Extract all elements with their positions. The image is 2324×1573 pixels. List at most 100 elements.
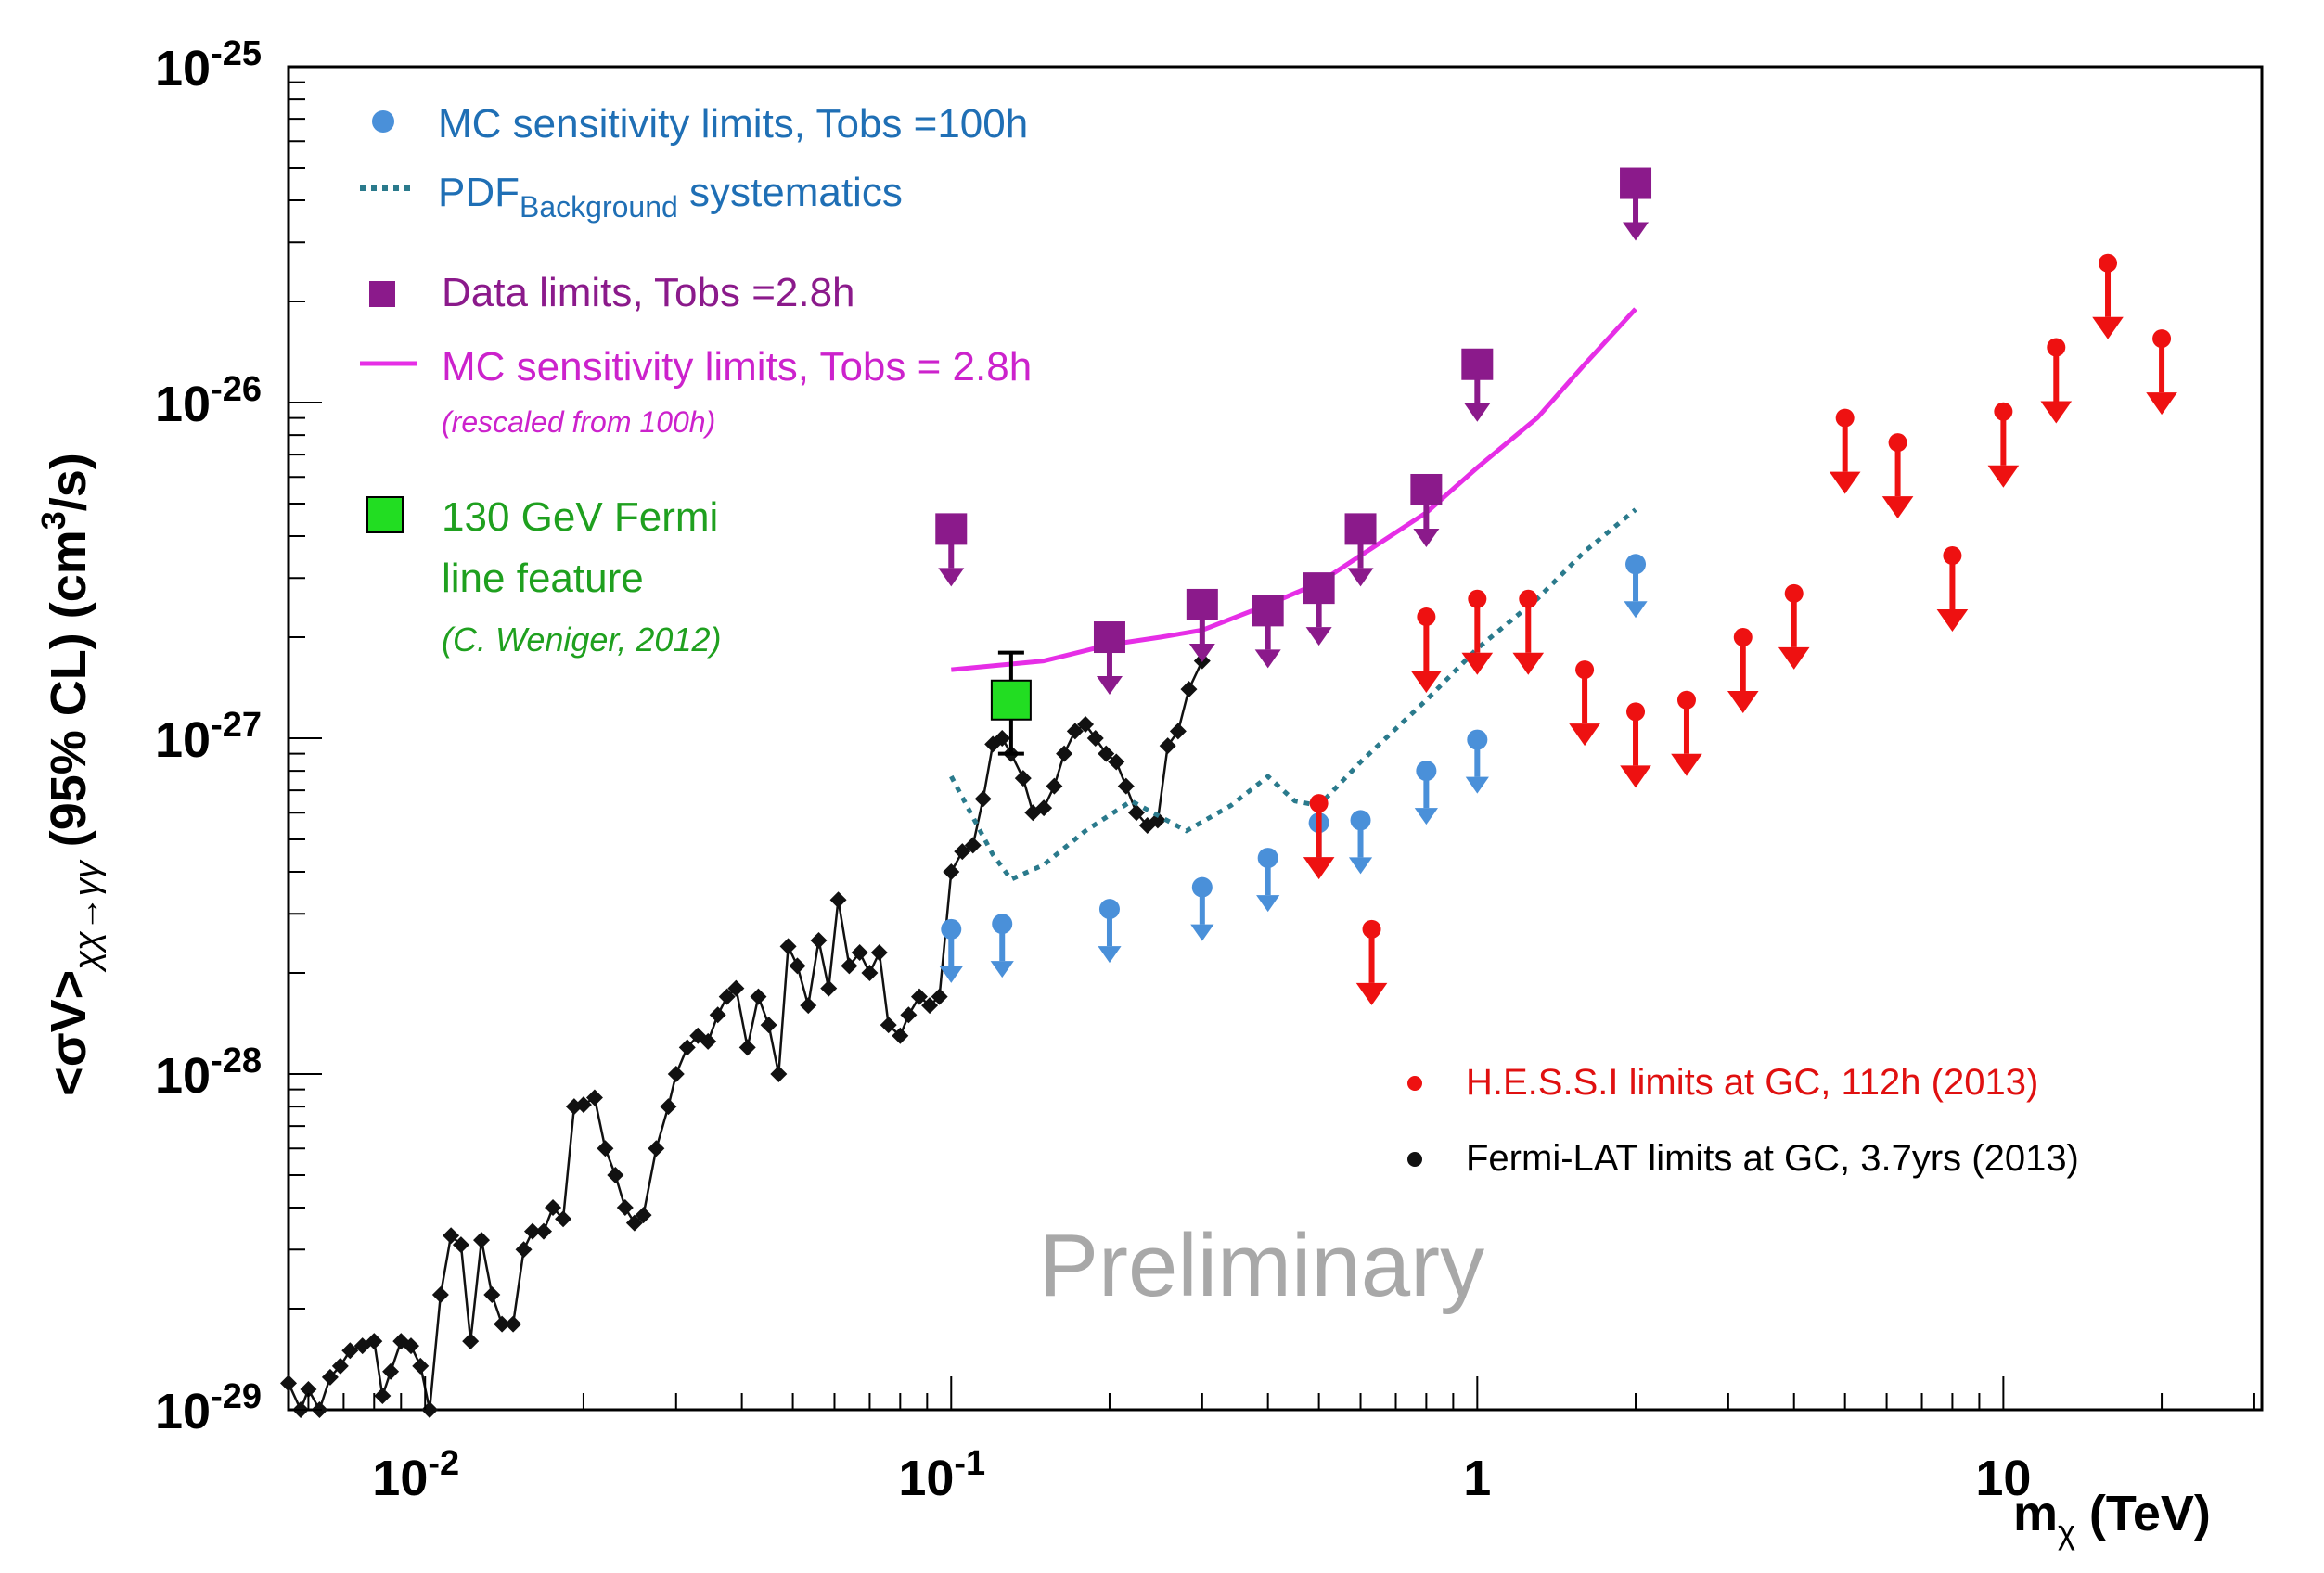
hess-point [1733,628,1753,647]
data-limit-arrow-head [1096,676,1123,696]
hess-arrow-head [1512,652,1545,675]
data-limit-arrow-head [1305,627,1332,646]
hess-arrow-head [1829,471,1861,494]
series-fermi-line-feature [990,650,1032,756]
y-tick-label-mantissa: 10 [155,1384,211,1439]
hess-arrow-head [1355,982,1388,1005]
data-limit-arrow-head [1254,649,1281,669]
hess-arrow-head [1410,671,1443,694]
fermi-lat-point [452,1236,469,1254]
plot-border [287,65,2264,1412]
hess-arrow-head [2092,316,2124,339]
hess-point [1943,546,1962,566]
mc-100h-arrow-head [1624,601,1648,619]
legend-note-mc28: (rescaled from 100h) [442,405,715,439]
data-limit-arrow-head [1623,222,1650,241]
fermi-lat-point [700,1032,717,1050]
fermi-lat-point [1086,730,1104,747]
fermi-lat-point [483,1286,501,1304]
hess-point [1626,702,1646,722]
y-axis-label-main: <σV> [41,970,96,1096]
fermi-lat-point [574,1096,592,1114]
fermi-lat-point [515,1241,533,1259]
legend-marker-mc100 [372,110,394,133]
hess-arrow-head [1778,646,1810,670]
data-limit-arrow-head [1188,643,1215,662]
fermi-lat-point [943,863,960,881]
y-tick-label: 10-27 [155,706,262,768]
fermi-lat-point [431,1286,449,1304]
x-axis-label: mχ (TeV) [2013,1486,2211,1551]
y-tick-label: 10-28 [155,1042,262,1104]
hess-point [1519,589,1538,608]
y-tick-label-mantissa: 10 [155,1048,211,1104]
fermi-lat-point [1149,812,1166,829]
hess-arrow-head [1936,609,1969,633]
hess-arrow-head [2146,392,2177,416]
hess-point [2047,338,2066,357]
y-tick-label-mantissa: 10 [155,712,211,768]
legend-label-mc28: MC sensitivity limits, Tobs = 2.8h [442,344,1032,390]
y-tick-label-mantissa: 10 [155,377,211,432]
fermi-lat-point [810,931,828,949]
hess-arrow-head [1569,723,1600,747]
fermi-lat-point [280,1375,297,1392]
data-limit-arrow-head [938,568,965,587]
y-tick-label-exp: -27 [211,706,262,745]
fermi-lat-point [523,1222,541,1240]
fermi-lat-point [1056,745,1073,762]
data-limit-point [1093,621,1125,654]
x-tick-label: 10-2 [372,1444,459,1506]
fermi-lat-point [800,997,817,1015]
x-tick-label-mantissa: 10 [1975,1451,2031,1506]
fermi-lat-point [534,1222,552,1240]
mc-100h-point [1467,729,1488,750]
mc-28h-line [951,307,1637,672]
mc-100h-point [1350,810,1371,831]
x-axis-label-sub: χ [2058,1513,2075,1551]
legend-item-pdf: PDFBackground systematics [360,170,903,224]
fermi-lat-point [331,1357,349,1375]
hess-point [2099,253,2118,273]
fermi-lat-point [402,1337,419,1355]
fermi-lat-point [1046,777,1063,795]
hess-arrow-head [1881,496,1914,519]
fermi-lat-point [1180,681,1198,698]
fermi-lat-point [750,988,767,1005]
fermi-lat-point [585,1089,603,1106]
hess-point [1362,919,1381,939]
mc-100h-arrow-head [1256,895,1280,913]
y-tick-label-exp: -29 [211,1377,262,1416]
legend-item-data: Data limits, Tobs =2.8h [369,270,855,315]
fermi-lat-point [861,965,879,982]
x-tick-label-mantissa: 10 [372,1451,428,1506]
hess-point [1309,794,1329,813]
fermi-lat-point [760,1017,777,1034]
legend-label-hess: H.E.S.S.I limits at GC, 112h (2013) [1466,1062,2038,1103]
mc-100h-point [941,918,962,940]
series-data-limits [935,167,1652,696]
fermi-lat-point [718,988,736,1005]
fermi-lat-point [738,1039,756,1056]
fermi-lat-point [892,1027,909,1044]
mc-100h-point [1257,848,1278,869]
fermi-lat-point [597,1140,614,1157]
data-limit-point [1461,348,1494,380]
hess-point [1468,589,1487,608]
x-axis-label-unit: (TeV) [2075,1486,2211,1541]
fermi-lat-point [462,1333,480,1350]
legend-bottom: H.E.S.S.I limits at GC, 112h (2013) Ferm… [1407,1062,2079,1179]
legend-item-mc100: MC sensitivity limits, Tobs =100h [372,101,1028,147]
fermi-lat-point [1098,745,1115,762]
fermi-lat-point [473,1232,491,1249]
fermi-lat-point [321,1368,339,1386]
legend-item-hess: H.E.S.S.I limits at GC, 112h (2013) [1407,1062,2038,1103]
fermi-lat-point [648,1140,665,1157]
mc-100h-arrow-head [1465,776,1489,794]
data-limit-point [935,513,968,545]
hess-point [1676,690,1696,710]
series-mc-28h [951,307,1637,672]
mc-100h-point [1191,876,1213,898]
fermi-lat-point [851,944,868,962]
